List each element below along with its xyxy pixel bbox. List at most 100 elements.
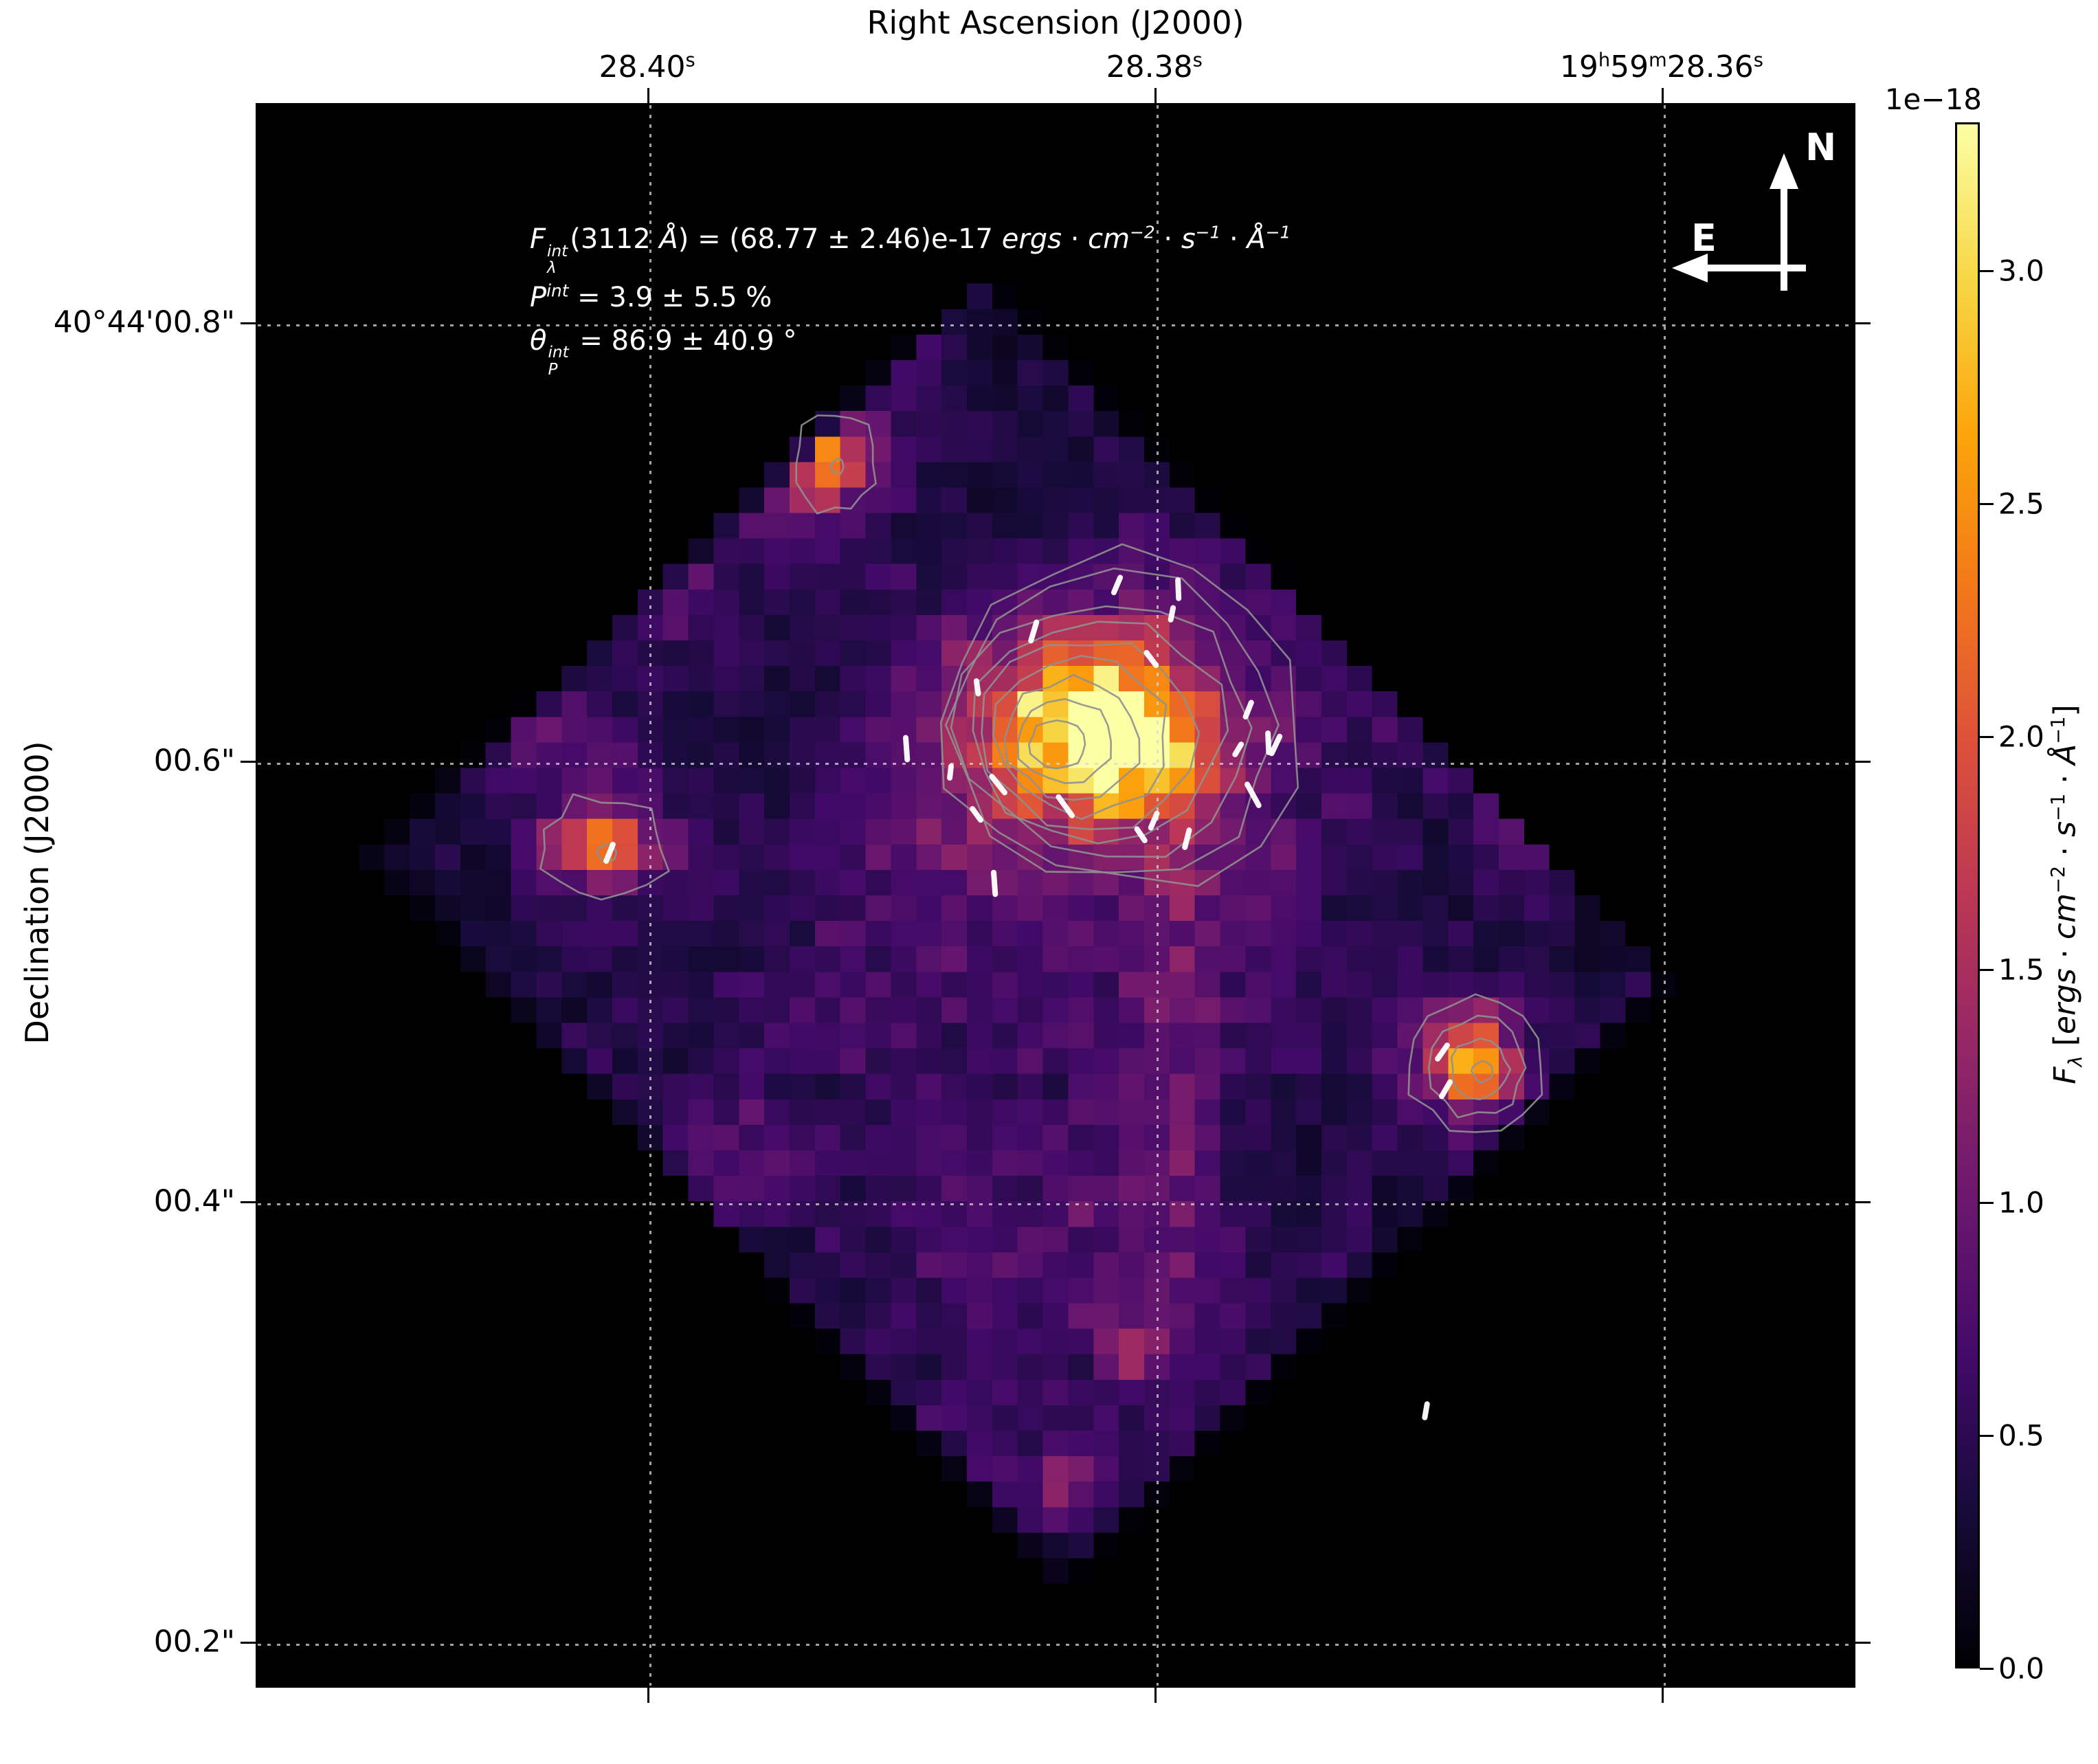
polarization-tick (1182, 827, 1192, 850)
contour-ring (829, 458, 845, 475)
colorbar-tick-label: 1.0 (1998, 1185, 2044, 1220)
ra-tick-label: 28.38s (1106, 49, 1203, 85)
polarization-tick (1439, 1079, 1453, 1099)
colorbar (1955, 122, 1980, 1668)
contour-ring (981, 642, 1201, 831)
compass-east-label: E (1691, 216, 1717, 260)
colorbar-tick (1980, 502, 1994, 505)
scalebar-label: 1 arcsec (543, 1732, 658, 1764)
contour-ring (940, 543, 1299, 887)
polarization-tick (1245, 781, 1262, 808)
colorbar-tick-label: 3.0 (1998, 254, 2044, 288)
grid-line-vertical (1663, 105, 1666, 1686)
grid-line-vertical (649, 105, 651, 1686)
colorbar-tick (1980, 269, 1994, 272)
colorbar-tick (1980, 968, 1994, 971)
contour-ring (1017, 697, 1112, 784)
colorbar-tick (1980, 1668, 1994, 1670)
dec-tick-label: 00.4" (153, 1183, 235, 1219)
contour-ring (1428, 1014, 1527, 1119)
grid-line-horizontal (258, 324, 1853, 327)
colorbar-tick (1980, 735, 1994, 738)
colorbar-offset-label: 1e−18 (1884, 82, 1982, 116)
contour-ring (992, 655, 1167, 820)
axis-tick (1661, 1688, 1664, 1703)
annotation-line-theta: θ int P = 86.9 ± 40.9 ° (530, 324, 797, 379)
contour-ring (950, 605, 1253, 858)
axis-tick (647, 1688, 649, 1703)
axis-tick (1855, 322, 1871, 325)
polarization-tick (970, 806, 983, 823)
colorbar-tick-label: 0.5 (1998, 1418, 2044, 1453)
polarization-tick (1143, 649, 1159, 669)
grid-line-horizontal (258, 1203, 1853, 1205)
polarization-tick (1056, 794, 1075, 818)
contour-ring (795, 414, 877, 515)
north-arrowhead-icon (1770, 153, 1798, 189)
polarization-tick (1242, 700, 1254, 719)
axis-tick (241, 1201, 256, 1203)
contour-ring (1450, 1037, 1512, 1101)
axis-tick (241, 322, 256, 325)
polarization-tick (1269, 733, 1283, 757)
axis-tick (1855, 1201, 1871, 1203)
contour-ring (539, 793, 670, 901)
colorbar-tick (1980, 1434, 1994, 1437)
axis-tick (1855, 761, 1871, 763)
polarization-scale-label: P= 100 % (1929, 1727, 2064, 1764)
dec-axis-title: Declination (J2000) (19, 741, 56, 1045)
grid-line-horizontal (258, 1644, 1853, 1646)
contour-ring (1470, 1060, 1494, 1084)
colorbar-tick-label: 2.0 (1998, 719, 2044, 754)
dec-tick-label: 40°44'00.8" (53, 304, 235, 340)
colorbar-tick-label: 1.5 (1998, 952, 2044, 987)
colorbar-tick-label: 0.0 (1998, 1651, 2044, 1686)
polarization-tick (603, 841, 616, 864)
axis-tick (241, 761, 256, 763)
grid-line-vertical (1156, 105, 1159, 1686)
scalebar (581, 1720, 635, 1725)
polarization-tick (1175, 577, 1182, 601)
polarization-tick (1435, 1042, 1450, 1062)
polarization-tick (1134, 826, 1148, 844)
compass (1672, 153, 1806, 291)
dec-tick-label: 00.6" (153, 743, 235, 779)
axis-tick (1154, 88, 1157, 103)
figure-root: { "chart_data": { "type": "heatmap", "ti… (19, 4, 2087, 1764)
polarization-tick (1422, 1401, 1430, 1420)
polarization-tick (947, 763, 954, 781)
axis-tick (647, 88, 649, 103)
axis-tick (241, 1642, 256, 1644)
contour-ring (1407, 993, 1543, 1133)
colorbar-tick (1980, 1201, 1994, 1204)
polarization-tick (973, 678, 981, 697)
axis-tick (1661, 88, 1664, 103)
annotation-line-polarization: Pint = 3.9 ± 5.5 % (530, 280, 772, 314)
heatmap-canvas (258, 105, 1853, 1686)
east-arrowhead-icon (1672, 254, 1708, 282)
overlay-svg (539, 153, 1806, 1420)
contour-ring (1003, 673, 1141, 801)
polarization-vectors (603, 574, 1453, 1420)
colorbar-axis-label: Fλ [ergs · cm−2 · s−1 · Å−1] (2047, 704, 2087, 1084)
polarization-tick (1232, 741, 1245, 757)
ra-tick-label: 19h59m28.36s (1559, 49, 1763, 85)
top-axis-title: Right Ascension (J2000) (867, 4, 1245, 41)
contour-lines (539, 414, 1543, 1133)
contour-ring (1027, 719, 1086, 770)
ra-tick-label: 28.40s (599, 49, 695, 85)
contour-ring (945, 567, 1280, 873)
polarization-tick (991, 869, 998, 897)
polarization-tick (989, 774, 1007, 796)
polarization-tick (1148, 810, 1160, 831)
polarization-tick (903, 735, 911, 763)
polarization-tick (1168, 605, 1176, 623)
polarization-tick (1265, 730, 1272, 755)
colorbar-tick-label: 2.5 (1998, 487, 2044, 521)
axis-tick (1154, 1688, 1157, 1703)
polarization-tick (1028, 619, 1040, 644)
axis-tick (1855, 1642, 1871, 1644)
